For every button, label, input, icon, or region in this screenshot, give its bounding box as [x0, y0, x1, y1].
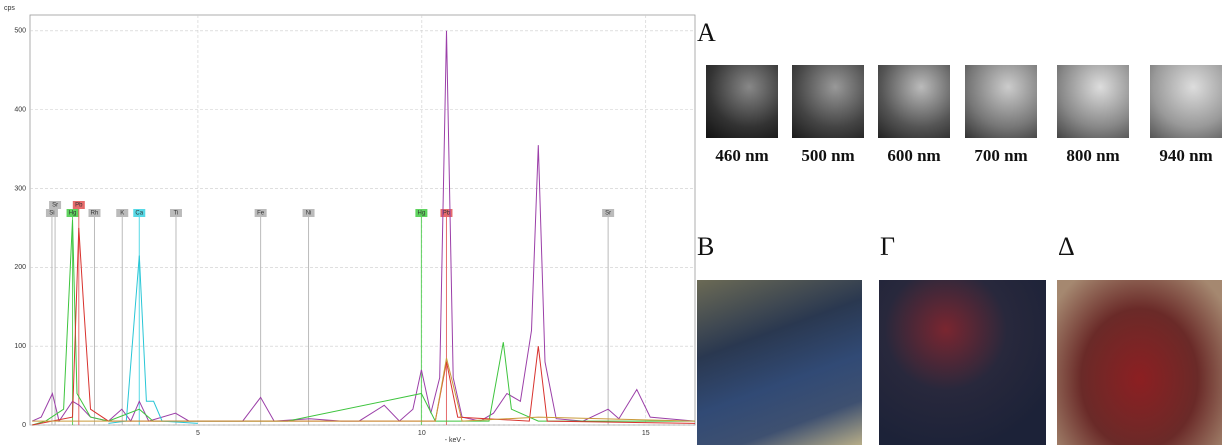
y-tick-label: 300 [14, 185, 26, 192]
element-tag [415, 209, 428, 217]
x-axis-label: - keV - [445, 437, 466, 444]
element-label: Sr [605, 211, 611, 217]
element-tag [45, 209, 58, 217]
element-label: Pb [443, 211, 451, 217]
element-label: Sr [52, 203, 58, 209]
element-tag [440, 209, 453, 217]
sem-image [878, 65, 950, 138]
element-tag [72, 201, 85, 209]
element-label: Ti [174, 211, 179, 217]
element-label: Rh [91, 211, 99, 217]
photo [697, 280, 862, 445]
element-label: Ca [135, 211, 143, 217]
y-tick-label: 400 [14, 106, 26, 113]
element-tag [169, 209, 182, 217]
element-label: Si [49, 211, 54, 217]
element-tag [88, 209, 101, 217]
element-tag [116, 209, 129, 217]
element-tag [302, 209, 315, 217]
x-tick-label: 10 [418, 430, 426, 437]
y-tick-label: 500 [14, 28, 26, 35]
x-tick-label: 15 [642, 430, 650, 437]
element-tag [602, 209, 615, 217]
panel-label: Δ [1058, 232, 1075, 261]
element-tag [49, 201, 62, 209]
photo [1057, 280, 1222, 445]
wavelength-caption: 800 nm [1066, 146, 1120, 165]
element-label: K [120, 211, 124, 217]
y-axis-label: cps [4, 5, 15, 12]
wavelength-caption: 700 nm [974, 146, 1028, 165]
sem-image [1150, 65, 1222, 138]
wavelength-caption: 940 nm [1159, 146, 1213, 165]
wavelength-caption: 600 nm [887, 146, 941, 165]
y-tick-label: 200 [14, 264, 26, 271]
spectrum-chart: cps - keV - 0 100 200 300 400 500 5 10 15 Si Sr Hg P… [4, 5, 696, 444]
panel-label: Γ [880, 232, 896, 261]
sem-image [792, 65, 864, 138]
y-tick-label: 0 [22, 422, 26, 429]
wavelength-caption: 460 nm [715, 146, 769, 165]
element-label: Pb [75, 203, 83, 209]
sem-image [965, 65, 1037, 138]
element-label: Hg [69, 211, 77, 217]
spectrum-line [32, 357, 696, 422]
element-tag [254, 209, 267, 217]
sem-image [706, 65, 778, 138]
wavelength-caption: 500 nm [801, 146, 855, 165]
panel-label: B [697, 232, 715, 261]
panel-label: A [697, 18, 716, 47]
element-label: Ni [306, 211, 312, 217]
element-label: Fe [257, 211, 265, 217]
sem-image [1057, 65, 1129, 138]
element-label: Hg [418, 211, 426, 217]
element-tag [133, 209, 146, 217]
element-tag [66, 209, 79, 217]
photo [879, 280, 1046, 445]
y-tick-label: 100 [14, 343, 26, 350]
plot-area [29, 14, 696, 426]
x-tick-label: 5 [196, 430, 200, 437]
